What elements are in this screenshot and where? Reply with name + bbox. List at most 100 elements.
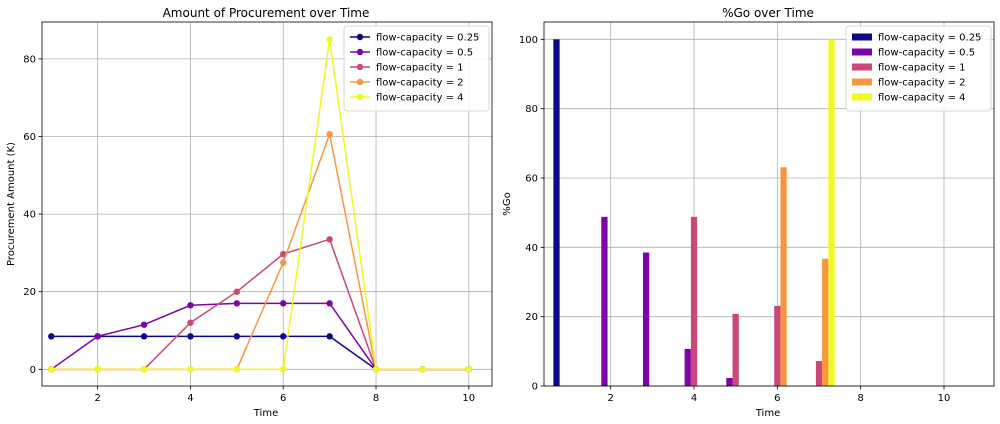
data-point: [94, 333, 101, 340]
data-point: [233, 366, 241, 373]
data-point: [187, 302, 194, 309]
series-line-3: [51, 131, 469, 371]
data-point: [140, 321, 148, 328]
legend-marker: [356, 78, 364, 86]
legend-bar-swatch: [852, 78, 872, 86]
legend-entry: flow-capacity = 2: [878, 78, 966, 89]
y-tick-label: 60: [23, 132, 36, 143]
data-point: [187, 333, 194, 340]
y-tick-label: 20: [525, 312, 538, 323]
series-line-0: [51, 335, 469, 371]
right-plot-area: [553, 39, 835, 386]
left-axes-frame: [41, 21, 493, 387]
legend-entry: flow-capacity = 0.25: [376, 33, 479, 44]
legend-entry: flow-capacity = 4: [878, 93, 966, 104]
legend-bar-swatch: [852, 93, 872, 101]
x-tick-label: 8: [373, 393, 379, 404]
y-tick-label: 80: [23, 54, 36, 65]
data-point: [326, 333, 333, 340]
data-point: [326, 300, 333, 307]
data-point: [48, 366, 55, 373]
legend-bar-swatch: [852, 48, 872, 56]
x-tick-label: 4: [691, 393, 697, 404]
legend-entry: flow-capacity = 1: [878, 63, 966, 74]
legend-entry: flow-capacity = 0.5: [376, 48, 473, 59]
y-tick-label: 40: [23, 210, 36, 221]
bar: [780, 167, 787, 386]
bar: [553, 39, 560, 386]
x-tick-label: 6: [774, 393, 780, 404]
legend-marker: [356, 63, 364, 71]
legend-bar-swatch: [852, 33, 872, 41]
legend-box: [845, 25, 992, 112]
x-tick-label: 4: [187, 393, 193, 404]
bar: [601, 216, 608, 386]
bar: [822, 258, 829, 386]
bar: [815, 361, 823, 386]
y-tick-label: 40: [525, 243, 538, 254]
x-tick-label: 2: [607, 393, 613, 404]
left-plot-area: [48, 36, 473, 373]
left-ticks: 2 4 6 8 10 0 20 40 60 80: [23, 54, 475, 404]
data-point: [187, 319, 194, 326]
x-tick-label: 10: [462, 393, 475, 404]
legend-entry: flow-capacity = 4: [376, 93, 464, 104]
legend-marker: [356, 48, 364, 56]
y-tick-label: 100: [519, 35, 538, 46]
y-tick-label: 20: [23, 287, 36, 298]
data-point: [94, 366, 101, 373]
right-y-axis-label: %Go: [502, 192, 513, 215]
data-point: [372, 366, 380, 373]
right-legend: flow-capacity = 0.25 flow-capacity = 0.5 f…: [845, 25, 992, 112]
bar: [732, 313, 739, 386]
data-point: [326, 36, 333, 43]
data-point: [233, 288, 241, 295]
data-point: [326, 236, 333, 243]
series-line-2: [51, 238, 469, 371]
x-tick-label: 6: [280, 393, 286, 404]
bar: [642, 252, 650, 386]
data-point: [280, 333, 287, 340]
legend-entry: flow-capacity = 2: [376, 78, 464, 89]
right-chart-title: %Go over Time: [722, 6, 814, 20]
y-tick-label: 0: [30, 365, 36, 376]
data-point: [280, 366, 287, 373]
y-tick-label: 0: [532, 382, 538, 393]
bar: [684, 348, 691, 386]
data-point: [140, 333, 148, 340]
legend-entry: flow-capacity = 1: [376, 63, 464, 74]
bar: [690, 216, 698, 386]
legend-bar-swatch: [852, 63, 872, 71]
legend-entry: flow-capacity = 0.25: [878, 33, 981, 44]
data-point: [140, 366, 148, 373]
data-point: [280, 259, 287, 266]
data-point: [187, 366, 194, 373]
data-point: [280, 250, 287, 258]
data-point: [465, 366, 473, 373]
data-point: [233, 300, 241, 307]
data-point: [326, 130, 333, 138]
y-tick-label: 60: [525, 174, 538, 185]
x-tick-label: 8: [857, 393, 863, 404]
y-tick-label: 80: [525, 104, 538, 115]
right-axes-frame: [543, 21, 995, 387]
legend-marker: [356, 93, 364, 101]
series-line-4: [51, 39, 469, 371]
legend-box: [343, 25, 490, 112]
x-tick-label: 10: [938, 393, 951, 404]
legend-entry: flow-capacity = 0.5: [878, 48, 975, 59]
procurement-line-chart: Amount of Procurement over Time 2 4 6 8 1002…: [6, 6, 493, 419]
x-tick-label: 2: [94, 393, 100, 404]
legend-marker: [356, 33, 364, 41]
left-y-axis-label: Procurement Amount (K): [6, 142, 17, 266]
data-point: [233, 333, 241, 340]
data-point: [280, 300, 287, 307]
data-point: [419, 366, 426, 373]
left-chart-title: Amount of Procurement over Time: [163, 6, 370, 20]
bar: [774, 305, 781, 386]
data-point: [48, 333, 55, 340]
left-x-axis-label: Time: [253, 408, 278, 419]
